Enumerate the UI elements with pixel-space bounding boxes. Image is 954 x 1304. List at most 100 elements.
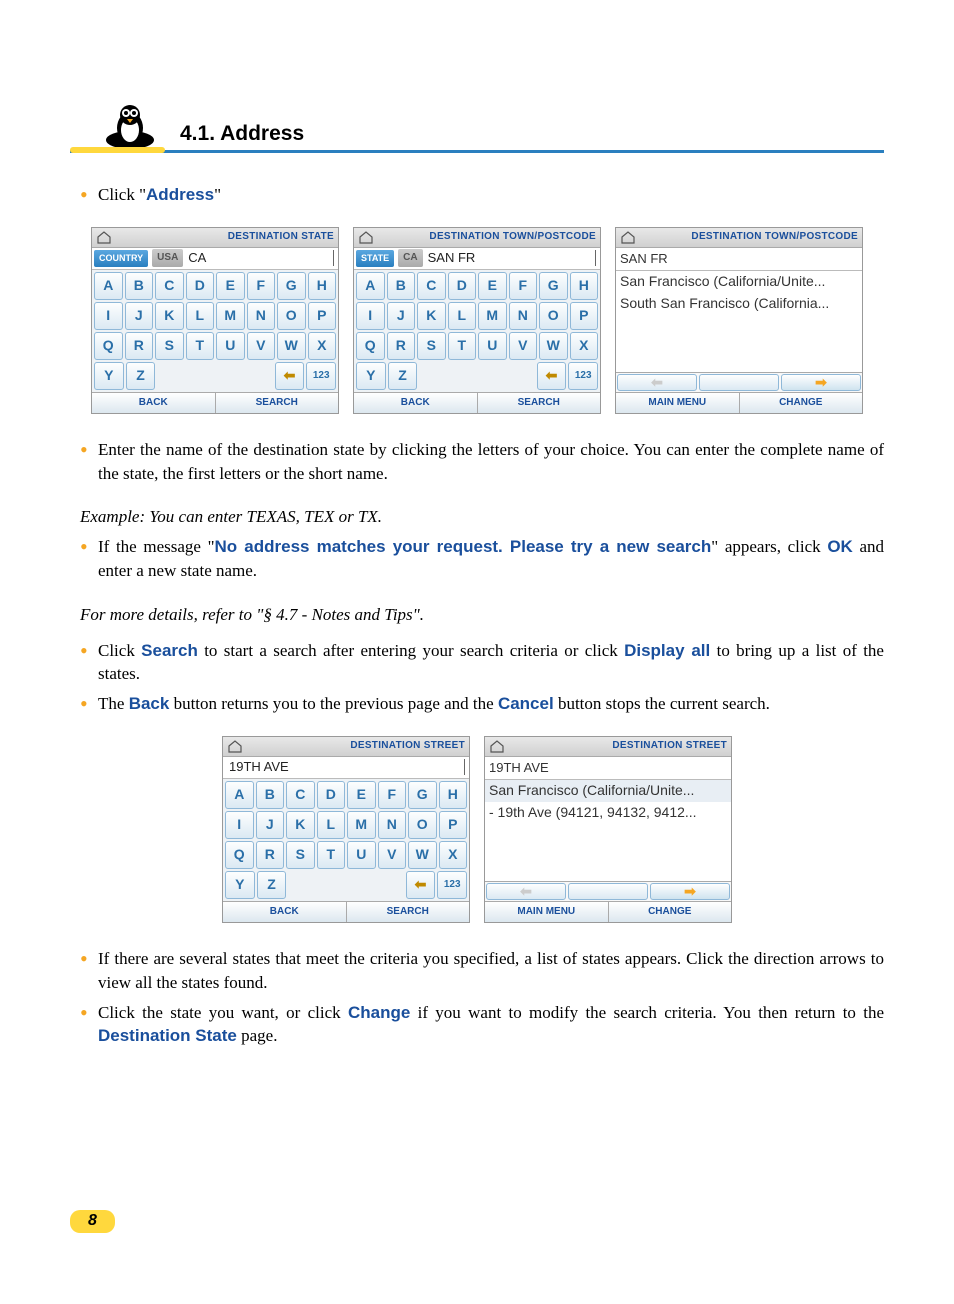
- key[interactable]: T: [448, 332, 477, 360]
- key[interactable]: U: [478, 332, 507, 360]
- key[interactable]: Y: [94, 362, 124, 390]
- key[interactable]: I: [94, 302, 123, 330]
- key[interactable]: D: [448, 272, 477, 300]
- key[interactable]: A: [356, 272, 385, 300]
- key[interactable]: I: [356, 302, 385, 330]
- back-button[interactable]: BACK: [354, 393, 478, 413]
- key[interactable]: G: [539, 272, 568, 300]
- back-button[interactable]: BACK: [92, 393, 216, 413]
- backspace-key[interactable]: ⬅: [406, 871, 436, 899]
- search-button[interactable]: SEARCH: [216, 393, 339, 413]
- key[interactable]: J: [387, 302, 416, 330]
- key[interactable]: Z: [388, 362, 418, 390]
- key[interactable]: W: [408, 841, 437, 869]
- key[interactable]: N: [509, 302, 538, 330]
- key[interactable]: R: [387, 332, 416, 360]
- key[interactable]: L: [448, 302, 477, 330]
- key[interactable]: E: [347, 781, 376, 809]
- key[interactable]: B: [125, 272, 154, 300]
- result-item[interactable]: South San Francisco (California...: [616, 293, 862, 315]
- key[interactable]: S: [417, 332, 446, 360]
- key[interactable]: G: [408, 781, 437, 809]
- home-icon[interactable]: [358, 230, 374, 244]
- result-item[interactable]: San Francisco (California/Unite...: [485, 780, 731, 802]
- key[interactable]: E: [216, 272, 245, 300]
- key[interactable]: T: [186, 332, 215, 360]
- key[interactable]: Y: [225, 871, 255, 899]
- chip-state[interactable]: STATE: [356, 250, 394, 267]
- state-input[interactable]: CA: [185, 250, 334, 266]
- key[interactable]: Y: [356, 362, 386, 390]
- key[interactable]: X: [570, 332, 599, 360]
- key[interactable]: E: [478, 272, 507, 300]
- key[interactable]: O: [408, 811, 437, 839]
- scroll-right-button[interactable]: ➡: [650, 883, 730, 900]
- key[interactable]: U: [347, 841, 376, 869]
- key[interactable]: M: [216, 302, 245, 330]
- result-item[interactable]: - 19th Ave (94121, 94132, 9412...: [485, 802, 731, 824]
- key[interactable]: M: [347, 811, 376, 839]
- back-button[interactable]: BACK: [223, 902, 347, 922]
- key[interactable]: D: [317, 781, 346, 809]
- key[interactable]: R: [256, 841, 285, 869]
- key[interactable]: Z: [126, 362, 156, 390]
- backspace-key[interactable]: ⬅: [537, 362, 567, 390]
- key[interactable]: C: [286, 781, 315, 809]
- key[interactable]: Q: [94, 332, 123, 360]
- key[interactable]: V: [378, 841, 407, 869]
- key[interactable]: P: [308, 302, 337, 330]
- numeric-key[interactable]: 123: [568, 362, 598, 390]
- change-button[interactable]: CHANGE: [740, 393, 863, 413]
- scroll-right-button[interactable]: ➡: [781, 374, 861, 391]
- key[interactable]: R: [125, 332, 154, 360]
- scroll-left-button[interactable]: ⬅: [617, 374, 697, 391]
- main-menu-button[interactable]: MAIN MENU: [616, 393, 740, 413]
- key[interactable]: X: [439, 841, 468, 869]
- chip-country[interactable]: COUNTRY: [94, 250, 148, 267]
- key[interactable]: A: [225, 781, 254, 809]
- main-menu-button[interactable]: MAIN MENU: [485, 902, 609, 922]
- home-icon[interactable]: [489, 739, 505, 753]
- key[interactable]: V: [247, 332, 276, 360]
- scroll-left-button[interactable]: ⬅: [486, 883, 566, 900]
- key[interactable]: S: [155, 332, 184, 360]
- key[interactable]: S: [286, 841, 315, 869]
- key[interactable]: U: [216, 332, 245, 360]
- town-input[interactable]: SAN FR: [425, 250, 596, 266]
- key[interactable]: H: [439, 781, 468, 809]
- key[interactable]: C: [417, 272, 446, 300]
- key[interactable]: K: [155, 302, 184, 330]
- result-item[interactable]: San Francisco (California/Unite...: [616, 271, 862, 293]
- key[interactable]: H: [308, 272, 337, 300]
- key[interactable]: I: [225, 811, 254, 839]
- key[interactable]: P: [570, 302, 599, 330]
- key[interactable]: C: [155, 272, 184, 300]
- key[interactable]: P: [439, 811, 468, 839]
- key[interactable]: W: [539, 332, 568, 360]
- key[interactable]: Q: [225, 841, 254, 869]
- key[interactable]: F: [509, 272, 538, 300]
- key[interactable]: J: [256, 811, 285, 839]
- key[interactable]: X: [308, 332, 337, 360]
- search-button[interactable]: SEARCH: [347, 902, 470, 922]
- key[interactable]: B: [387, 272, 416, 300]
- key[interactable]: G: [277, 272, 306, 300]
- key[interactable]: N: [378, 811, 407, 839]
- key[interactable]: W: [277, 332, 306, 360]
- backspace-key[interactable]: ⬅: [275, 362, 305, 390]
- key[interactable]: N: [247, 302, 276, 330]
- home-icon[interactable]: [227, 739, 243, 753]
- key[interactable]: F: [378, 781, 407, 809]
- key[interactable]: B: [256, 781, 285, 809]
- key[interactable]: L: [317, 811, 346, 839]
- key[interactable]: O: [277, 302, 306, 330]
- key[interactable]: J: [125, 302, 154, 330]
- key[interactable]: K: [417, 302, 446, 330]
- change-button[interactable]: CHANGE: [609, 902, 732, 922]
- key[interactable]: H: [570, 272, 599, 300]
- home-icon[interactable]: [620, 230, 636, 244]
- key[interactable]: T: [317, 841, 346, 869]
- key[interactable]: M: [478, 302, 507, 330]
- numeric-key[interactable]: 123: [437, 871, 467, 899]
- street-input[interactable]: 19TH AVE: [226, 759, 465, 775]
